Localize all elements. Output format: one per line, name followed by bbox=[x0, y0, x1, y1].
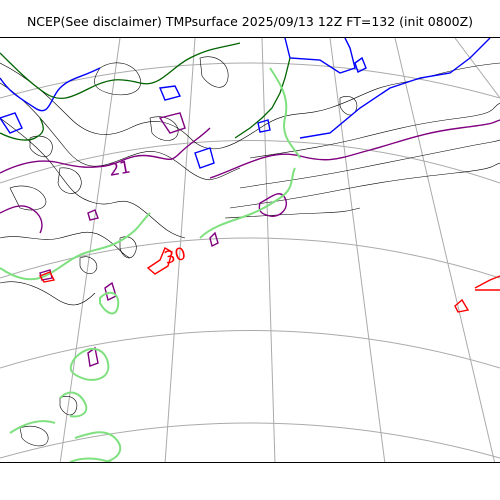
latitude-circle bbox=[0, 140, 500, 184]
latitude-circle bbox=[0, 62, 500, 99]
map-title: NCEP(See disclaimer) TMPsurface 2025/09/… bbox=[26, 14, 474, 29]
green-isotherms bbox=[0, 42, 291, 141]
lightgreen-isotherms bbox=[0, 67, 301, 462]
contour-label-21: 21 bbox=[107, 157, 132, 180]
meridian bbox=[454, 38, 500, 99]
meridian bbox=[329, 38, 386, 462]
graticule bbox=[0, 38, 500, 462]
latitude-circle bbox=[0, 330, 500, 369]
meridian bbox=[261, 38, 276, 462]
thin-isotherms bbox=[0, 56, 500, 447]
contour-label-30: 30 bbox=[162, 244, 188, 269]
meridian bbox=[394, 38, 496, 462]
map-panel[interactable]: 21 30 bbox=[0, 37, 500, 463]
meridian bbox=[164, 38, 196, 462]
latitude-circle bbox=[0, 237, 500, 279]
temperature-map: 21 30 bbox=[0, 38, 500, 462]
red-isotherms bbox=[38, 246, 500, 313]
purple-isotherms bbox=[0, 112, 500, 367]
latitude-circle bbox=[0, 422, 500, 459]
blue-isotherms bbox=[0, 38, 491, 169]
